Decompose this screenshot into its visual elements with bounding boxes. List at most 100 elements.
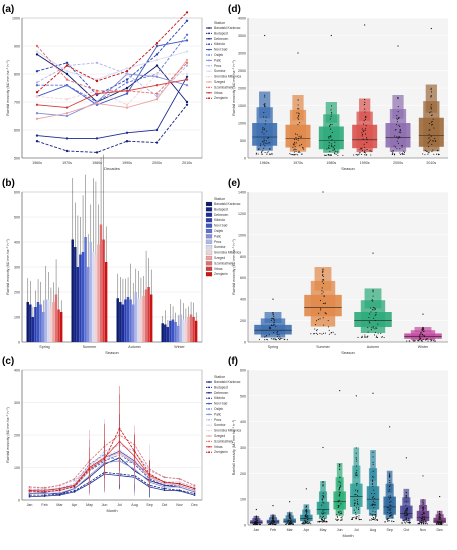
swarm-point xyxy=(293,151,295,153)
swarm-point xyxy=(364,154,366,156)
data-point xyxy=(43,490,46,493)
bar xyxy=(97,244,100,342)
swarm-point xyxy=(369,519,371,521)
swarm-point xyxy=(259,143,262,145)
swarm-point xyxy=(255,153,257,155)
swarm-point xyxy=(372,463,374,465)
data-point xyxy=(155,72,159,76)
swarm-point xyxy=(268,328,271,330)
swarm-point xyxy=(355,507,358,509)
swarm-point xyxy=(390,514,392,516)
swarm-point xyxy=(357,336,359,339)
legend-item: Palic xyxy=(214,58,221,62)
data-point xyxy=(73,485,76,488)
swarm-point xyxy=(324,154,326,156)
legend-swatch xyxy=(205,266,213,271)
outlier-point xyxy=(422,313,424,315)
swarm-point xyxy=(289,520,291,522)
swarm-point xyxy=(426,523,428,525)
swarm-point xyxy=(427,340,429,342)
swarm-point xyxy=(392,153,394,155)
swarm-point xyxy=(425,150,427,152)
swarm-point xyxy=(356,484,358,486)
data-point xyxy=(163,486,166,488)
swarm-point xyxy=(404,510,406,512)
legend-item: Kikinda xyxy=(214,218,225,222)
swarm-point xyxy=(369,513,371,515)
swarm-point xyxy=(299,151,301,154)
outlier-point xyxy=(322,446,324,449)
y-tick-label: 200 xyxy=(14,291,20,295)
swarm-point xyxy=(339,510,341,512)
swarm-point xyxy=(430,96,432,98)
swarm-point xyxy=(374,308,376,310)
y-tick-label: 1000 xyxy=(238,122,246,126)
swarm-point xyxy=(298,108,300,110)
swarm-point xyxy=(421,340,423,342)
swarm-point xyxy=(281,338,283,340)
data-point xyxy=(35,112,39,115)
swarm-point xyxy=(262,143,265,145)
swarm-point xyxy=(334,333,336,335)
y-tick-label: 900 xyxy=(14,45,20,49)
swarm-point xyxy=(375,327,377,329)
data-point xyxy=(35,70,39,73)
swarm-point xyxy=(364,129,366,131)
swarm-point xyxy=(370,307,372,309)
swarm-point xyxy=(356,470,358,472)
bar xyxy=(174,322,177,342)
swarm-point xyxy=(270,319,272,321)
swarm-point xyxy=(406,510,408,512)
swarm-point xyxy=(272,516,274,518)
swarm-point xyxy=(324,512,326,514)
outlier-point xyxy=(422,475,424,477)
y-tick-label: 0 xyxy=(18,499,20,503)
swarm-point xyxy=(299,122,301,124)
swarm-point xyxy=(388,489,390,491)
data-point xyxy=(163,476,166,479)
swarm-point xyxy=(321,521,323,523)
x-tick-label: May xyxy=(320,528,327,532)
box xyxy=(285,124,311,148)
swarm-point xyxy=(361,335,363,337)
data-point xyxy=(28,490,31,492)
swarm-point xyxy=(441,523,443,525)
swarm-point xyxy=(293,138,296,140)
swarm-point xyxy=(255,523,257,526)
swarm-point xyxy=(324,518,326,520)
legend-item: Kikinda xyxy=(214,396,225,400)
swarm-point xyxy=(331,145,333,148)
swarm-point xyxy=(389,495,391,497)
bar xyxy=(76,267,80,342)
y-tick-label: 100 xyxy=(240,498,246,502)
swarm-point xyxy=(432,118,434,120)
data-point xyxy=(28,487,31,490)
swarm-point xyxy=(423,515,425,518)
swarm-point xyxy=(357,508,359,510)
swarm-point xyxy=(422,153,424,155)
outlier-point xyxy=(339,390,341,392)
swarm-point xyxy=(285,523,287,525)
swarm-point xyxy=(305,508,307,511)
swarm-point xyxy=(297,137,300,139)
swarm-point xyxy=(341,519,343,521)
swarm-point xyxy=(285,523,288,525)
legend-title: Station xyxy=(214,197,225,201)
box xyxy=(350,483,363,507)
swarm-point xyxy=(266,142,268,144)
swarm-point xyxy=(293,141,296,143)
swarm-point xyxy=(357,490,359,492)
x-axis-label: Month xyxy=(342,533,353,538)
data-point xyxy=(65,149,69,153)
legend-item: Banatski Karlovac xyxy=(214,202,241,206)
data-point xyxy=(185,84,189,87)
swarm-point xyxy=(310,523,312,525)
swarm-point xyxy=(338,488,340,490)
swarm-point xyxy=(265,140,267,142)
swarm-point xyxy=(371,479,374,481)
swarm-point xyxy=(268,334,270,336)
swarm-point xyxy=(374,519,376,521)
swarm-point xyxy=(370,154,372,156)
swarm-point xyxy=(372,295,374,297)
bar xyxy=(142,295,145,342)
